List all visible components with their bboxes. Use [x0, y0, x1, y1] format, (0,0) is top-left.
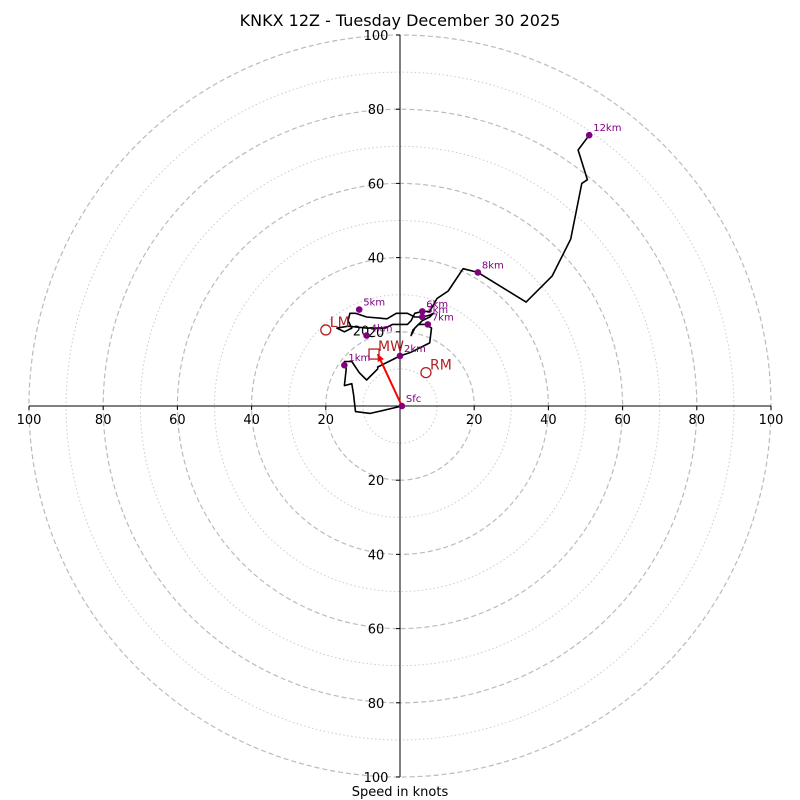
height-marker	[424, 321, 432, 328]
height-marker	[363, 332, 370, 339]
height-label: 1km	[348, 353, 370, 364]
storm-motion-label: MW	[378, 339, 404, 355]
height-label: 5km	[363, 298, 385, 309]
height-label: Sfc	[406, 394, 421, 405]
x-axis-label: Speed in knots	[352, 785, 449, 800]
height-label: 7km	[432, 312, 454, 323]
height-marker	[418, 313, 426, 321]
chart-title: KNKX 12Z - Tuesday December 30 2025	[240, 11, 561, 30]
y-tick-label: 40	[368, 252, 385, 267]
x-tick-label: 60	[614, 413, 631, 428]
height-label: 6km	[426, 299, 448, 310]
height-marker	[398, 402, 406, 410]
storm-motion-markers: LM MW RM	[320, 315, 452, 379]
x-tick-label: 100	[17, 413, 42, 428]
x-tick-label: 100	[759, 413, 784, 428]
storm-motion-marker	[320, 324, 332, 336]
y-tick-label: 100	[364, 29, 389, 44]
storm-motion-label: LM	[330, 315, 350, 331]
storm-motion-marker	[420, 366, 432, 379]
height-markers: Sfc 1km 2km 3km 4km 5km 6km 7km 8km 12km	[341, 123, 621, 410]
height-label: 3km	[426, 305, 448, 316]
height-label: 8km	[482, 260, 504, 271]
y-tick-label: 20	[368, 474, 385, 489]
x-tick-label: 80	[689, 413, 706, 428]
y-tick-label: 60	[368, 623, 385, 638]
tick-labels: 100 100 80 80 60 60 40 40 20 20 20 20 40 40 60 60 80 80 10…	[17, 29, 784, 786]
storm-motion-marker	[368, 348, 380, 360]
hodograph-line	[336, 134, 590, 415]
x-tick-label: 80	[95, 413, 112, 428]
height-marker	[341, 361, 348, 369]
height-label: 4km	[371, 324, 393, 335]
height-label: 2km	[404, 344, 426, 355]
y-tick-label: 80	[368, 103, 385, 118]
y-tick-label: 40	[368, 548, 385, 563]
y-tick-label: 80	[368, 697, 385, 712]
height-marker	[355, 306, 363, 313]
height-marker	[418, 308, 426, 315]
x-tick-label: 60	[169, 413, 186, 428]
x-tick-label: 40	[540, 413, 557, 428]
height-marker	[585, 131, 593, 139]
x-tick-label: 40	[243, 413, 260, 428]
storm-motion-label: RM	[430, 358, 452, 374]
height-marker	[396, 352, 404, 360]
height-label: 12km	[593, 123, 621, 134]
x-tick-label: 20	[318, 413, 335, 428]
height-marker	[474, 269, 482, 276]
shear-arrow	[376, 353, 403, 407]
y-tick-label: 60	[368, 177, 385, 192]
y-tick-label: 100	[364, 771, 389, 786]
y-tick-label: 20	[368, 326, 385, 341]
x-tick-label: 20	[466, 413, 483, 428]
